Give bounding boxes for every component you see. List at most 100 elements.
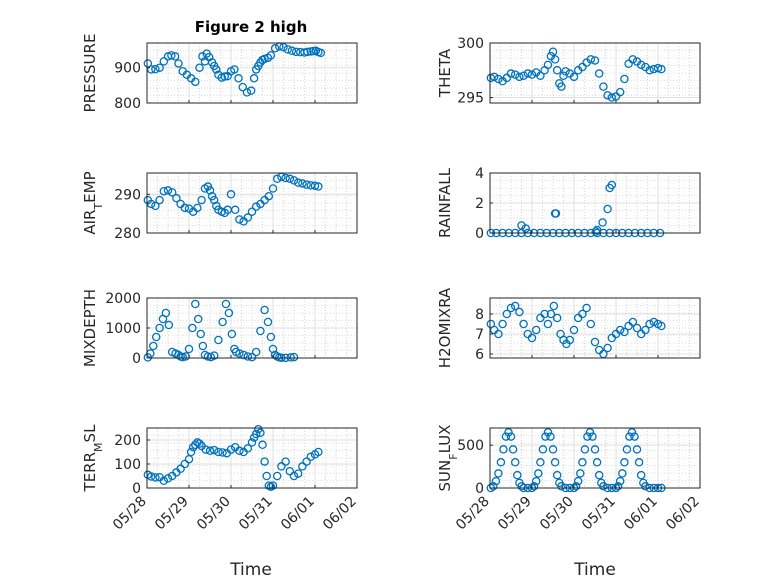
data-point: [205, 186, 215, 195]
y-tick-label: 280: [114, 226, 141, 242]
data-point: [281, 173, 290, 183]
data-point: [494, 74, 503, 84]
y-tick-label: 900: [114, 61, 141, 77]
y-tick-label: 200: [114, 433, 141, 449]
data-point: [508, 445, 518, 454]
data-point: [310, 181, 320, 191]
data-point: [548, 445, 558, 454]
data-point: [536, 71, 545, 80]
data-point: [266, 51, 276, 60]
data-point: [496, 458, 506, 467]
data-point: [641, 482, 650, 491]
y-tick-label: 0: [475, 481, 484, 497]
data-point: [243, 213, 253, 222]
data-point: [191, 77, 200, 87]
data-point: [195, 63, 204, 72]
data-point: [499, 445, 508, 454]
data-point: [529, 482, 539, 491]
data-point: [531, 476, 541, 486]
data-point: [622, 445, 632, 454]
data-point: [163, 186, 173, 195]
data-point: [268, 481, 278, 490]
data-point: [627, 428, 637, 437]
data-point: [510, 301, 520, 311]
data-point: [212, 65, 221, 74]
data-point: [548, 47, 558, 56]
axes-box: [489, 297, 701, 359]
data-point: [262, 471, 271, 481]
data-point: [289, 471, 299, 481]
data-point: [174, 59, 183, 68]
data-point: [527, 70, 537, 79]
data-point: [620, 458, 629, 467]
data-point: [263, 317, 273, 327]
y-axis-label: SUNFLUX: [436, 425, 460, 492]
x-axis-label-right: Time: [573, 560, 616, 580]
x-tick-label: 05/31: [579, 494, 619, 534]
data-point: [618, 469, 627, 478]
data-point: [272, 471, 282, 481]
y-axis-label: RAINFALL: [436, 167, 454, 238]
x-tick-label: 05/30: [194, 494, 234, 534]
data-point: [598, 218, 607, 227]
data-point: [620, 327, 629, 337]
data-point: [494, 329, 503, 339]
data-point: [298, 462, 307, 471]
data-point: [155, 323, 164, 333]
data-point: [586, 319, 596, 329]
x-tick-label: 05/29: [152, 494, 192, 534]
y-tick-label: 500: [457, 438, 484, 454]
data-point: [164, 320, 174, 330]
data-point: [594, 69, 604, 78]
y-tick-label: 6: [475, 347, 484, 363]
y-axis-label: H2OMIXRA: [436, 287, 454, 368]
data-point: [180, 459, 190, 469]
data-point: [599, 82, 608, 91]
data-point: [235, 215, 244, 224]
data-point: [151, 332, 161, 342]
data-point: [260, 457, 269, 466]
data-point: [188, 323, 197, 333]
data-point: [291, 47, 301, 57]
data-point: [552, 313, 562, 323]
data-point: [550, 55, 560, 64]
data-point: [569, 72, 579, 82]
data-point: [251, 429, 261, 439]
data-point: [302, 457, 311, 466]
data-point: [151, 64, 160, 74]
x-tick-label: 05/28: [110, 494, 150, 534]
data-point: [543, 319, 553, 329]
data-point: [281, 457, 290, 466]
axes-box: [146, 427, 358, 489]
data-point: [155, 63, 164, 72]
subplot-pressure: 800 900 PRESSURE: [81, 34, 358, 112]
data-point: [599, 482, 608, 491]
y-tick-label: 4: [475, 166, 484, 182]
y-tick-label: 0: [132, 351, 141, 367]
data-point: [289, 176, 299, 185]
data-point: [531, 325, 541, 335]
x-tick-label: 06/01: [621, 494, 661, 534]
data-point: [186, 447, 196, 457]
data-point: [504, 428, 513, 437]
data-point: [565, 335, 575, 345]
data-point: [615, 87, 625, 97]
data-point: [246, 86, 256, 95]
axes-box: [489, 42, 701, 104]
x-tick-label: 05/28: [453, 494, 493, 534]
subplot-h2omixra: 6 7 8 H2OMIXRA: [436, 287, 701, 368]
y-tick-label: 290: [114, 187, 141, 203]
x-tick-label: 06/02: [320, 494, 360, 534]
data-point: [543, 60, 553, 70]
data-point: [586, 55, 596, 64]
data-point: [298, 179, 307, 188]
data-point: [649, 317, 659, 327]
data-point: [513, 470, 522, 480]
data-point: [306, 452, 316, 462]
data-point: [541, 432, 550, 441]
data-point: [146, 472, 156, 481]
data-point: [220, 72, 229, 81]
